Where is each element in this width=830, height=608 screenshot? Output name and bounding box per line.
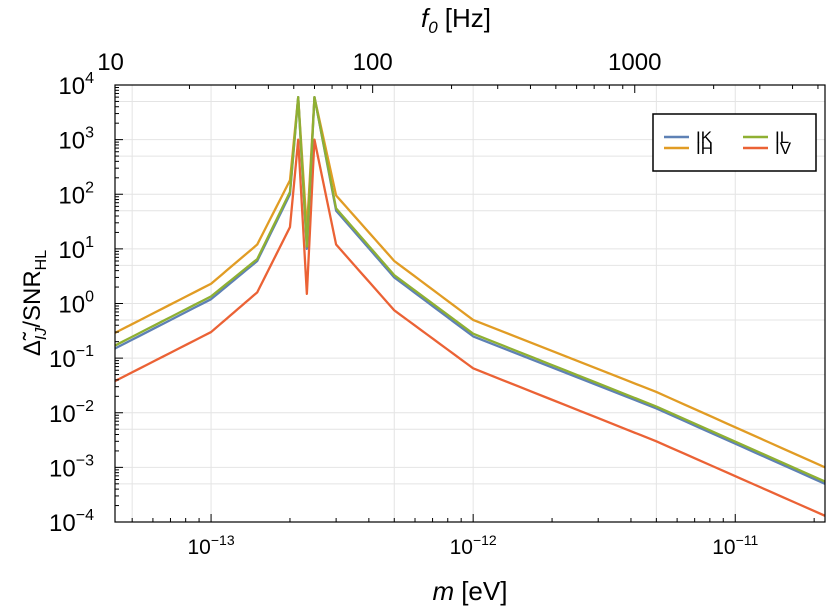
y-tick-label: 100 — [58, 289, 94, 319]
y-tick-label: 104 — [58, 70, 94, 100]
y-tick-label: 101 — [58, 234, 94, 264]
y-tick-label: 10−1 — [49, 343, 94, 373]
legend-label-il: IL — [775, 128, 789, 147]
x-axis-title: m [eV] — [433, 576, 508, 606]
x-tick-label: 10−12 — [450, 532, 497, 559]
y-tick-label: 102 — [58, 179, 94, 209]
x-tick-label: 10−11 — [712, 532, 758, 559]
y-tick-label: 103 — [58, 125, 94, 155]
tick-labels: 10−13 10−12 10−11 10 100 1000 10−4 10−3 10−2 10−1… — [49, 49, 758, 559]
series-line-iv — [115, 138, 825, 517]
legend-label-iv: IV — [775, 139, 792, 158]
y-axis-title: Δ̃IJ/SNRHL — [19, 250, 50, 356]
legend: IK IL IH IV — [652, 113, 817, 172]
legend-box — [652, 113, 817, 172]
y-tick-label: 10−3 — [49, 452, 94, 482]
series-layer — [115, 95, 825, 517]
y-tick-label: 10−4 — [49, 507, 94, 537]
series-line-il — [115, 95, 825, 483]
top-tick-label: 10 — [97, 49, 124, 76]
top-tick-label: 1000 — [608, 49, 661, 76]
top-axis-title: f0 [Hz] — [421, 3, 491, 37]
top-tick-label: 100 — [353, 49, 393, 76]
legend-label-ik: IK — [696, 128, 713, 147]
legend-label-ih: IH — [696, 139, 713, 158]
ticks — [115, 84, 819, 523]
x-tick-label: 10−13 — [188, 532, 235, 559]
y-tick-label: 10−2 — [49, 398, 94, 428]
